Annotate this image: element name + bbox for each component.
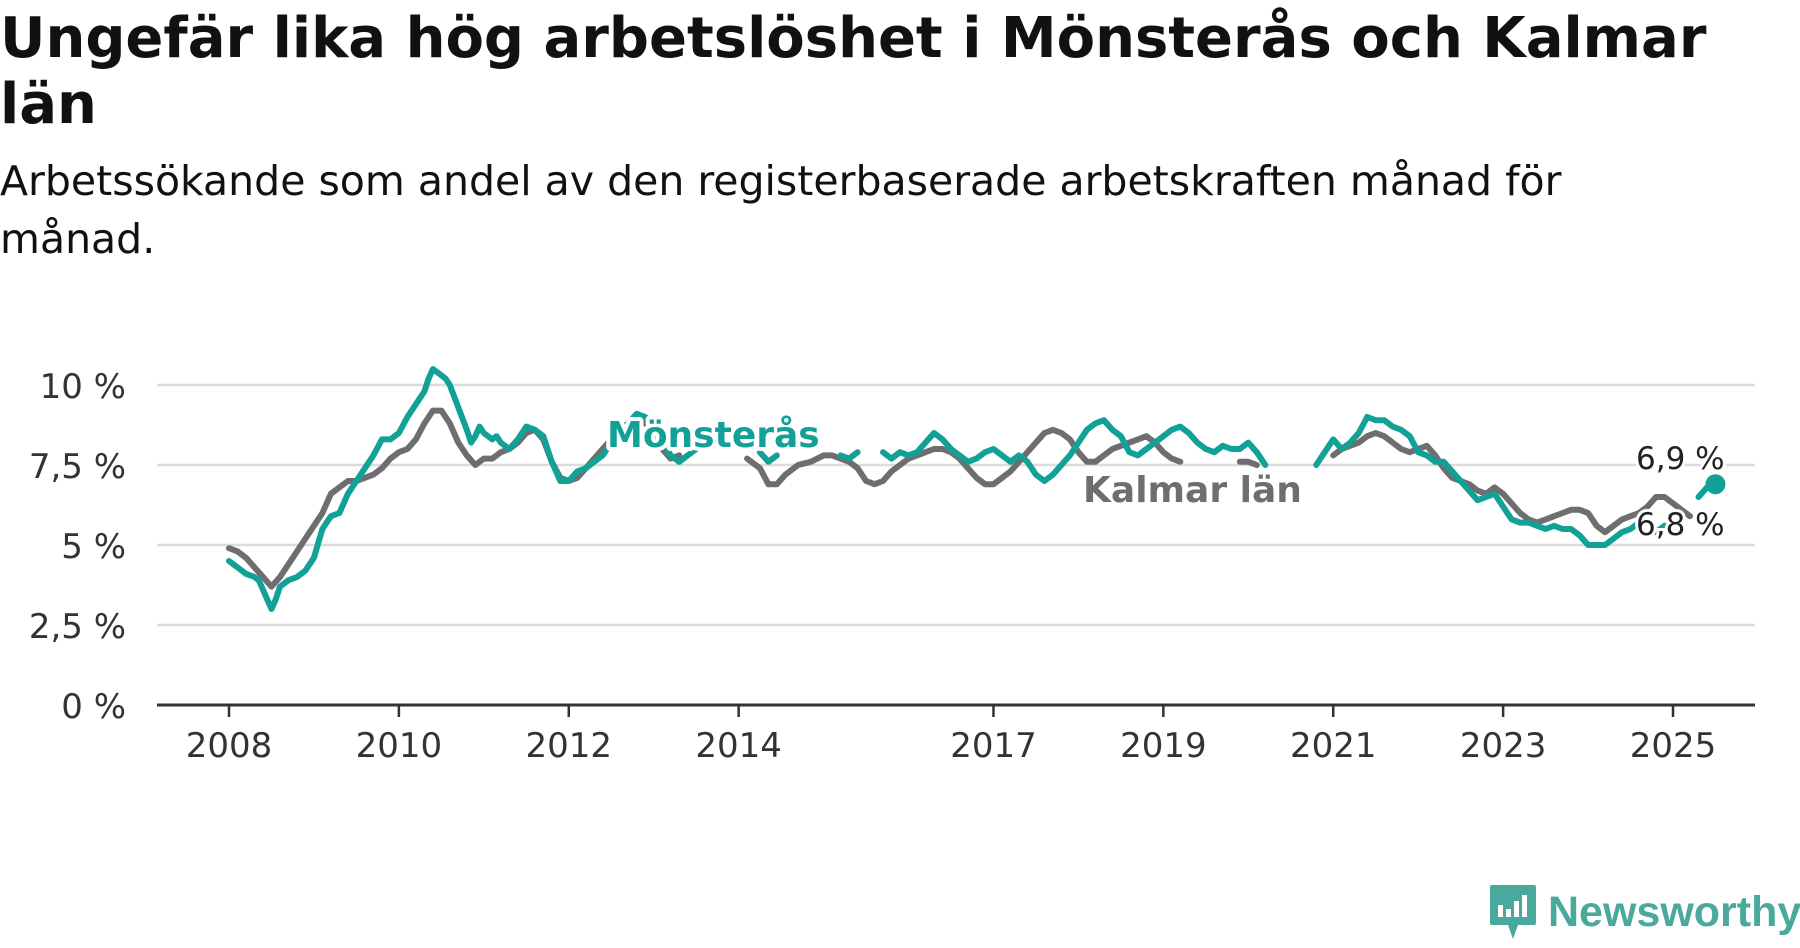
- series-line-kalmar: [744, 426, 1184, 488]
- axes: 0 % 2,5 % 5 % 7,5 % 10 % 2008 2010 2012 2014 2017…: [29, 367, 1755, 766]
- newsworthy-logo: Newsworthy: [1488, 880, 1800, 944]
- x-tick-label: 2021: [1290, 726, 1377, 766]
- newsworthy-logo-icon: [1490, 885, 1536, 939]
- series-line-monsteras: [1313, 414, 1676, 548]
- end-value-label-kalmar: 6,8 %: [1636, 507, 1725, 543]
- y-tick-label: 0 %: [61, 687, 126, 727]
- end-point-marker-monsteras: [1705, 474, 1726, 495]
- x-tick-label: 2017: [950, 726, 1037, 766]
- x-tick-label: 2023: [1460, 726, 1547, 766]
- series-labels: Mönsterås Kalmar län 6,9 % 6,8 %: [603, 411, 1728, 546]
- brand-name: Newsworthy: [1548, 887, 1800, 936]
- series-line-kalmar: [1330, 430, 1693, 536]
- x-tick-label: 2025: [1630, 726, 1717, 766]
- x-tick-label: 2014: [695, 726, 782, 766]
- series-line-kalmar: [226, 407, 683, 590]
- grid-lines: [157, 383, 1755, 627]
- series-line-monsteras: [756, 449, 780, 465]
- x-tick-label: 2012: [525, 726, 612, 766]
- y-tick-label: 2,5 %: [29, 607, 126, 647]
- x-tick-label: 2019: [1120, 726, 1207, 766]
- series-lines: [226, 366, 1726, 612]
- y-tick-label: 5 %: [61, 527, 126, 567]
- series-label-monsteras: Mönsterås: [607, 415, 820, 456]
- x-tick-label: 2008: [186, 726, 273, 766]
- series-line-monsteras: [226, 366, 700, 612]
- chart-title: Ungefär lika hög arbetslöshet i Mönsterå…: [0, 6, 1707, 137]
- y-tick-label: 10 %: [40, 367, 126, 407]
- series-label-kalmar: Kalmar län: [1083, 470, 1302, 511]
- y-tick-label: 7,5 %: [29, 447, 126, 487]
- series-line-monsteras: [837, 449, 861, 462]
- series-line-monsteras: [880, 417, 1269, 484]
- series-line-kalmar: [1236, 458, 1260, 468]
- x-tick-label: 2010: [356, 726, 443, 766]
- end-value-label-monsteras: 6,9 %: [1636, 441, 1725, 477]
- chart-subtitle: Arbetssökande som andel av den registerb…: [0, 157, 1562, 263]
